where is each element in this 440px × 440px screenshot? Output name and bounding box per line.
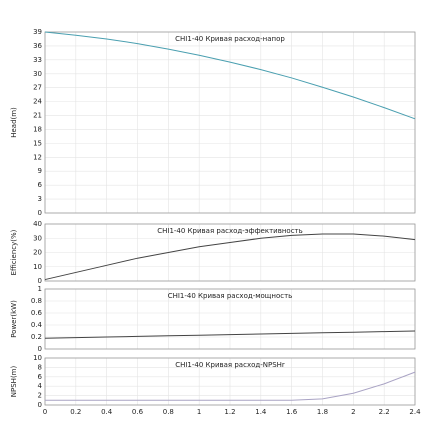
y-tick-label: 36: [33, 42, 42, 50]
x-tick-label: 0.6: [132, 408, 144, 416]
plot-frame: [44, 223, 416, 282]
y-tick-label: 8: [38, 363, 42, 371]
y-tick-label: 0.2: [31, 333, 42, 341]
x-tick-label: 2.4: [409, 408, 421, 416]
x-tick-label: 2: [351, 408, 355, 416]
x-tick-label: 1.6: [286, 408, 298, 416]
y-tick-label: 10: [33, 263, 42, 271]
y-tick-label: 9: [38, 167, 42, 175]
y-tick-label: 12: [33, 153, 42, 161]
y-tick-label: 18: [33, 125, 42, 133]
line-series: [44, 233, 416, 281]
y-tick-label: 3: [38, 195, 42, 203]
y-tick-label: 30: [33, 70, 42, 78]
plot-frame: [44, 357, 416, 406]
y-tick-label: 2: [38, 392, 42, 400]
y-tick-label: 1: [38, 285, 42, 293]
y-tick-label: 6: [38, 373, 43, 381]
y-tick-label: 15: [33, 139, 42, 147]
y-tick-label: 0: [38, 401, 42, 409]
y-axis-label: Head(m): [10, 107, 18, 138]
plot-frame: [44, 31, 416, 214]
y-tick-label: 0: [38, 209, 42, 217]
x-tick-label: 1.4: [255, 408, 267, 416]
y-axis-label: Efficiency(%): [10, 229, 18, 275]
line-series: [44, 31, 416, 120]
x-tick-label: 1: [197, 408, 201, 416]
y-tick-label: 33: [33, 56, 42, 64]
x-tick-label: 0.4: [101, 408, 113, 416]
y-tick-label: 39: [33, 28, 42, 36]
x-tick-label: 1.2: [224, 408, 235, 416]
y-axis-label: NPSH(m): [10, 366, 18, 398]
y-tick-label: 21: [33, 112, 42, 120]
y-tick-label: 10: [33, 354, 42, 362]
y-tick-label: 0: [38, 277, 42, 285]
chart-title: CHI1-40 Кривая расход-напор: [175, 35, 285, 43]
y-tick-label: 24: [33, 98, 42, 106]
y-tick-label: 20: [33, 249, 42, 257]
y-tick-label: 4: [38, 382, 43, 390]
line-series: [45, 371, 416, 401]
y-tick-label: 6: [38, 181, 43, 189]
y-tick-label: 27: [33, 84, 42, 92]
plot-frame: [44, 288, 416, 350]
line-series: [44, 330, 416, 339]
x-tick-label: 2.2: [379, 408, 390, 416]
x-tick-label: 0.2: [70, 408, 81, 416]
chart-title: CHI1-40 Кривая расход-NPSHr: [175, 361, 285, 369]
y-tick-label: 0.8: [31, 297, 42, 305]
x-tick-label: 0: [43, 408, 47, 416]
x-tick-label: 0.8: [163, 408, 174, 416]
y-tick-label: 30: [33, 234, 42, 242]
y-tick-label: 0.4: [31, 321, 43, 329]
chart-title: CHI1-40 Кривая расход-мощность: [168, 292, 293, 300]
chart-title: CHI1-40 Кривая расход-эффективность: [157, 227, 303, 235]
y-tick-label: 40: [33, 220, 42, 228]
y-tick-label: 0.6: [31, 309, 43, 317]
y-axis-label: Power(kW): [10, 300, 18, 338]
x-tick-label: 1.8: [317, 408, 328, 416]
y-tick-label: 0: [38, 345, 42, 353]
